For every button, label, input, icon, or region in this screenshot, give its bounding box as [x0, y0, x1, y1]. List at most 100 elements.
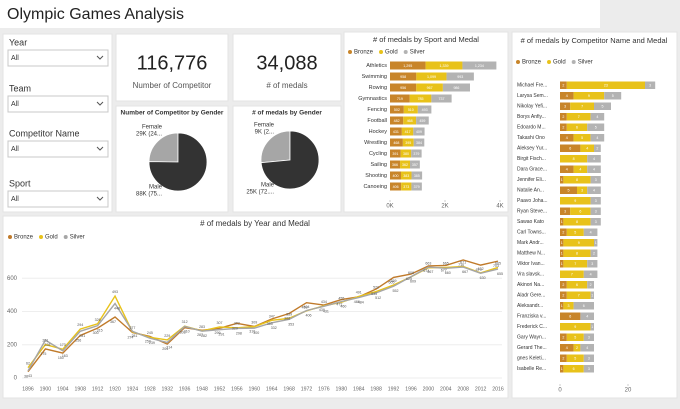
card-value: 34,088 — [256, 52, 317, 74]
data-label: 468 — [393, 141, 399, 145]
category-label: Ryan Steve... — [517, 209, 547, 215]
category-label: Matthew N... — [517, 251, 545, 257]
category-label: Takashi Ono — [517, 135, 545, 141]
data-label: 4 — [586, 315, 588, 319]
bar-segment — [573, 344, 581, 352]
data-label: 1 — [561, 220, 563, 224]
x-tick-label: 1976 — [318, 386, 330, 392]
slicer-label: Team — [9, 83, 31, 93]
bar-segment — [560, 239, 564, 247]
data-label: 625 — [406, 277, 412, 281]
category-label: Gymnastics — [358, 96, 387, 102]
slicer-dropdown[interactable] — [7, 140, 109, 158]
data-label: 391 — [392, 152, 398, 156]
bar-segment — [590, 249, 598, 257]
data-label: 3 — [649, 84, 651, 88]
data-label: 484 — [358, 300, 364, 304]
data-label: 1 — [595, 241, 597, 245]
x-tick-label: 1904 — [57, 386, 69, 392]
slicer-value: All — [11, 55, 19, 62]
data-label: 362 — [402, 163, 408, 167]
data-label: 5 — [602, 105, 604, 109]
data-label: 2 — [576, 346, 578, 350]
data-label: 1,339 — [440, 64, 449, 68]
bar-segment — [566, 123, 588, 131]
slicer-dropdown[interactable] — [7, 95, 109, 113]
data-label: 9 — [574, 325, 576, 329]
bar-segment — [462, 61, 497, 70]
bar-segment — [431, 94, 452, 103]
slicer-dropdown[interactable] — [7, 49, 109, 67]
data-label: 6 — [569, 315, 571, 319]
chart-title: # of medals by Year and Medal — [200, 219, 310, 228]
category-label: Swimming — [362, 74, 387, 80]
x-tick-label: 1960 — [249, 386, 261, 392]
bar-segment — [570, 207, 591, 215]
data-label: 8 — [576, 252, 578, 256]
legend-marker — [571, 60, 576, 64]
data-label: 5 — [574, 336, 576, 340]
slicer-value: All — [11, 146, 19, 153]
data-label: 7 — [581, 105, 583, 109]
bar-segment — [560, 207, 571, 215]
data-label: 3 — [595, 199, 597, 203]
chart-title: # of medals by Sport and Medal — [373, 35, 479, 44]
bar-segment — [560, 228, 567, 236]
pie-label: Male — [149, 185, 163, 191]
data-label: 663 — [425, 262, 431, 266]
data-label: 4 — [579, 168, 581, 172]
slicer-value: All — [11, 196, 19, 203]
data-label: 5 — [595, 126, 597, 130]
bar-segment — [410, 160, 420, 169]
bar-segment — [403, 105, 418, 114]
bar-segment — [411, 171, 423, 180]
legend-marker — [403, 50, 408, 54]
data-label: 956 — [400, 86, 406, 90]
data-label: 703 — [493, 264, 499, 268]
slicer-dropdown[interactable] — [7, 190, 109, 208]
x-tick-label: 4K — [496, 204, 503, 210]
data-label: 472 — [336, 302, 342, 306]
data-label: 43 — [28, 374, 32, 378]
category-label: Mark Andr... — [517, 240, 544, 246]
data-label: 3 — [568, 304, 570, 308]
pie-label: Female — [142, 125, 163, 131]
bar-segment — [560, 155, 588, 163]
x-tick-label: 20 — [625, 388, 632, 394]
card-label: Number of Competitor — [133, 81, 212, 90]
data-label: 388 — [284, 316, 290, 320]
data-label: 4 — [593, 168, 595, 172]
category-label: Sawao Kato — [517, 219, 544, 225]
data-label: 2 — [562, 336, 564, 340]
category-label: Nikolay Yefi... — [517, 104, 547, 110]
data-label: 535 — [371, 292, 377, 296]
x-tick-label: 1936 — [179, 386, 191, 392]
bar-segment — [560, 144, 581, 152]
data-label: 23 — [604, 84, 608, 88]
category-label: Michael Fre... — [517, 83, 547, 89]
data-label: 1 — [561, 304, 563, 308]
category-label: Wrestling — [364, 140, 387, 146]
legend-label: Silver — [578, 60, 593, 66]
data-label: 3 — [564, 105, 566, 109]
chart-title: # of medals by Gender — [252, 110, 322, 117]
bar-segment — [413, 138, 425, 147]
data-label: 493 — [112, 290, 118, 294]
bar-segment — [583, 228, 598, 236]
bar-segment — [573, 165, 588, 173]
data-label: 719 — [397, 97, 403, 101]
pie-slice — [260, 130, 291, 164]
data-label: 359 — [286, 312, 292, 316]
chart-panel — [2, 215, 509, 399]
data-label: 3 — [588, 336, 590, 340]
data-label: 665 — [495, 261, 501, 265]
data-label: 2 — [593, 252, 595, 256]
data-label: 5 — [574, 231, 576, 235]
bar-segment — [390, 116, 404, 125]
data-label: 366 — [392, 163, 398, 167]
data-label: 2 — [562, 357, 564, 361]
data-label: 404 — [304, 305, 310, 309]
data-label: 7 — [578, 294, 580, 298]
y-tick-label: 600 — [7, 276, 18, 282]
category-label: Edoardo M... — [517, 125, 546, 131]
